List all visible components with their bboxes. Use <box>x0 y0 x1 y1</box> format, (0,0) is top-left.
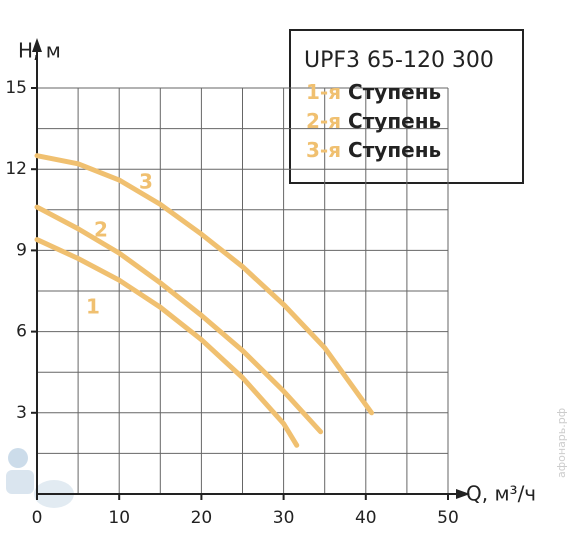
legend-number: 2-я <box>306 109 348 133</box>
x-axis-arrow <box>456 489 470 499</box>
curve <box>34 237 300 448</box>
x-axis-label: Q, м³/ч <box>466 482 536 506</box>
curve-label: 1 <box>86 295 100 319</box>
x-tick-label: 20 <box>191 508 213 528</box>
legend-entry: 3-я Ступень <box>306 138 441 162</box>
legend-title: UPF3 65-120 300 <box>304 48 494 73</box>
legend-entry: 1-я Ступень <box>306 80 441 104</box>
legend-text: Ступень <box>348 109 441 133</box>
legend-number: 1-я <box>306 80 348 104</box>
x-tick-label: 30 <box>273 508 295 528</box>
y-tick-label: 3 <box>16 403 27 423</box>
y-tick-label: 6 <box>16 322 27 342</box>
y-tick-label: 15 <box>5 78 27 98</box>
curve <box>34 153 375 416</box>
x-tick-label: 50 <box>437 508 459 528</box>
x-tick-label: 10 <box>108 508 130 528</box>
legend-entry: 2-я Ступень <box>306 109 441 133</box>
watermark: афонарь.рф <box>555 408 568 478</box>
curve-label: 2 <box>94 218 108 242</box>
legend-text: Ступень <box>348 138 441 162</box>
y-tick-label: 9 <box>16 240 27 260</box>
legend-text: Ступень <box>348 80 441 104</box>
y-axis-arrow <box>32 38 42 52</box>
y-tick-label: 12 <box>5 159 27 179</box>
legend-number: 3-я <box>306 138 348 162</box>
curve <box>34 204 324 435</box>
curve-label: 3 <box>139 170 153 194</box>
x-tick-label: 40 <box>355 508 377 528</box>
x-tick-label: 0 <box>32 508 43 528</box>
